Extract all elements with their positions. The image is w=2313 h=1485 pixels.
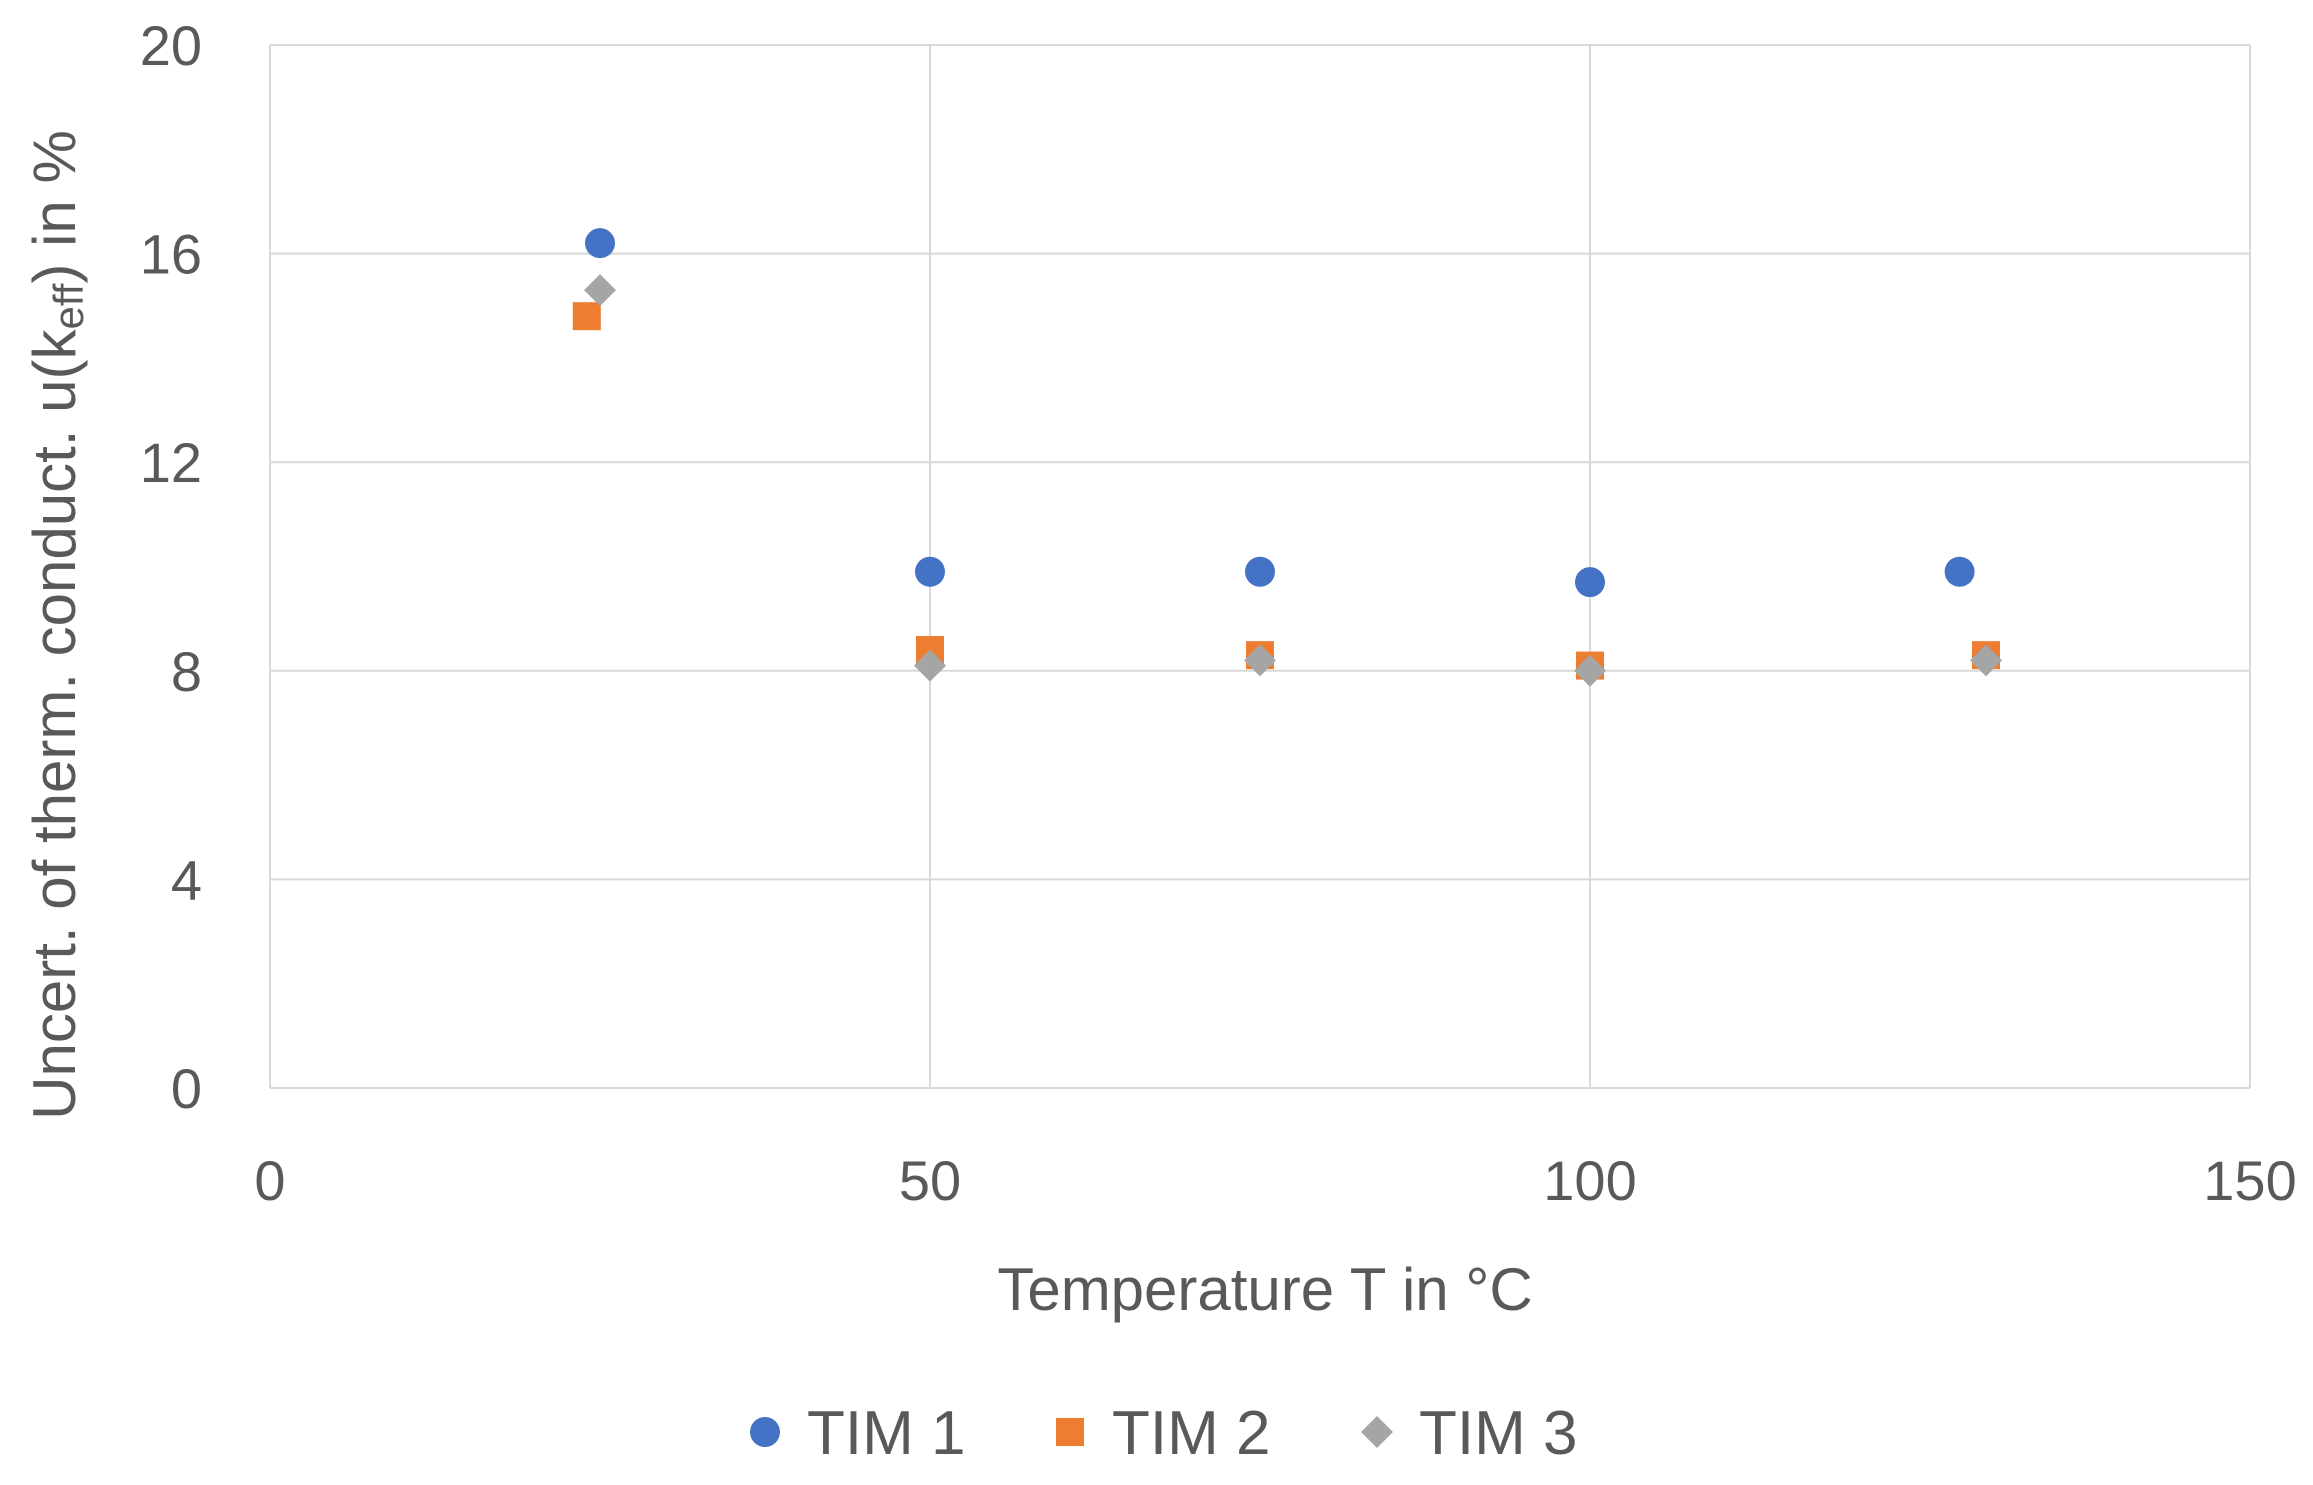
y-axis-title-end: ) in %	[21, 130, 88, 283]
point-circle	[1245, 556, 1275, 587]
point-diamond	[1574, 654, 1606, 687]
point-circle	[1944, 556, 1975, 587]
y-tick-label: 0	[171, 1057, 202, 1120]
point-diamond	[1244, 644, 1276, 677]
point-diamond	[584, 274, 616, 307]
x-tick-label: 150	[2203, 1149, 2296, 1212]
tick-labels: 0 4 8 12 16 20 0 50 100 150	[140, 14, 2297, 1212]
point-circle	[915, 556, 945, 587]
legend-marker	[1361, 1416, 1393, 1448]
series-3	[584, 274, 2002, 687]
legend-item: TIM 2	[1056, 1399, 1270, 1468]
x-axis-title: Temperature T in °C	[997, 1256, 1532, 1323]
legend-marker	[1056, 1418, 1084, 1446]
legend-label: TIM 3	[1419, 1399, 1577, 1468]
y-tick-label: 20	[140, 14, 202, 77]
x-tick-label: 0	[254, 1149, 285, 1212]
series-2	[572, 302, 2000, 680]
x-tick-label: 50	[899, 1149, 961, 1212]
point-diamond	[914, 649, 946, 682]
legend: TIM 1 TIM 2 TIM 3	[750, 1399, 1577, 1468]
legend-label: TIM 1	[807, 1399, 965, 1468]
data-points	[572, 228, 2002, 687]
y-tick-label: 12	[140, 431, 202, 494]
y-axis-title-main: Uncert. of therm. conduct. u(k	[21, 329, 88, 1120]
y-tick-label: 16	[140, 223, 202, 286]
point-circle	[585, 228, 615, 259]
y-axis-title-subscript: eff	[45, 283, 92, 329]
point-circle	[1575, 567, 1605, 598]
y-tick-label: 4	[171, 848, 202, 911]
y-tick-label: 8	[171, 640, 202, 703]
legend-marker	[750, 1417, 780, 1447]
y-axis-title: Uncert. of therm. conduct. u(keff) in %	[21, 130, 92, 1120]
legend-item: TIM 1	[750, 1399, 965, 1468]
point-square	[572, 302, 601, 331]
series-1	[585, 228, 1975, 598]
legend-item: TIM 3	[1361, 1399, 1577, 1468]
point-diamond	[1970, 644, 2002, 677]
x-tick-label: 100	[1543, 1149, 1636, 1212]
legend-label: TIM 2	[1112, 1399, 1270, 1468]
